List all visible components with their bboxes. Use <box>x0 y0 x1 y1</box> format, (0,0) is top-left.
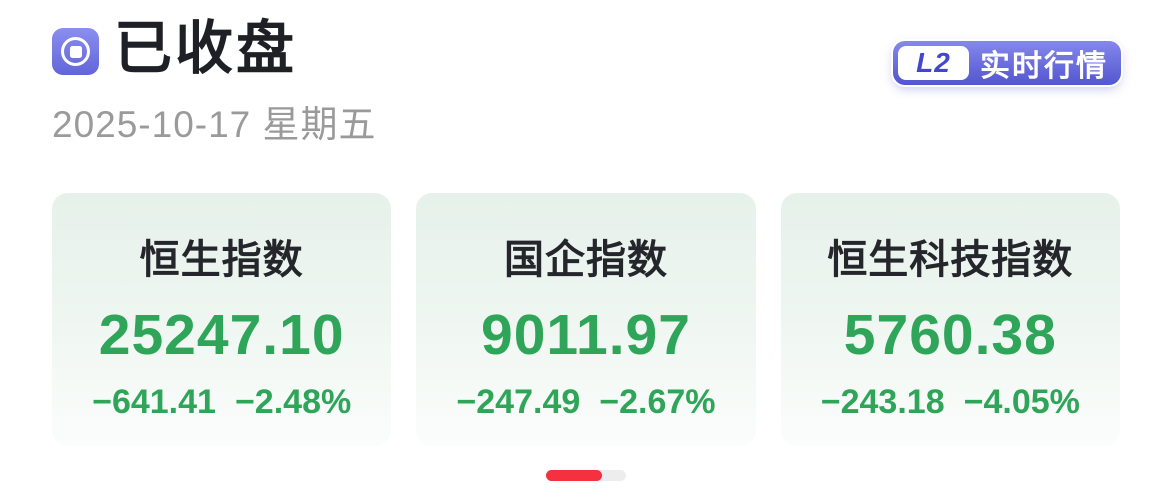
index-value: 25247.10 <box>98 303 345 367</box>
index-card-hang-seng-tech[interactable]: 恒生科技指数 5760.38 −243.18 −4.05% <box>780 193 1120 446</box>
index-name: 恒生指数 <box>139 238 304 282</box>
l2-realtime-badge[interactable]: L2 实时行情 <box>893 41 1121 85</box>
index-change-row: −247.49 −2.67% <box>416 385 755 419</box>
index-card-hang-seng[interactable]: 恒生指数 25247.10 −641.41 −2.48% <box>52 193 392 446</box>
index-change-pct: −2.48% <box>234 383 352 421</box>
index-cards-row: 恒生指数 25247.10 −641.41 −2.48% 国企指数 9011.9… <box>52 193 1120 446</box>
index-change: −247.49 <box>456 383 581 421</box>
carousel-pager-active-segment <box>546 470 602 481</box>
index-change-pct: −2.67% <box>599 383 716 421</box>
index-name: 恒生科技指数 <box>827 238 1074 282</box>
market-closed-stop-icon <box>52 28 99 75</box>
l2-badge-label: 实时行情 <box>980 50 1108 83</box>
index-card-china-enterprises[interactable]: 国企指数 9011.97 −247.49 −2.67% <box>416 193 756 446</box>
index-change: −641.41 <box>92 383 216 421</box>
trading-date: 2025-10-17 星期五 <box>52 104 377 145</box>
carousel-pager[interactable] <box>546 470 626 481</box>
stop-icon-ring <box>61 37 90 66</box>
market-status-title: 已收盘 <box>114 16 298 81</box>
index-value: 5760.38 <box>843 303 1057 367</box>
index-name: 国企指数 <box>503 238 668 282</box>
stop-icon-square <box>69 45 82 58</box>
index-value: 9011.97 <box>481 303 691 367</box>
index-change-row: −243.18 −4.05% <box>781 385 1120 419</box>
index-change-row: −641.41 −2.48% <box>52 385 391 419</box>
l2-level-pill: L2 <box>898 46 969 80</box>
index-change-pct: −4.05% <box>963 383 1080 421</box>
index-change: −243.18 <box>820 383 945 421</box>
